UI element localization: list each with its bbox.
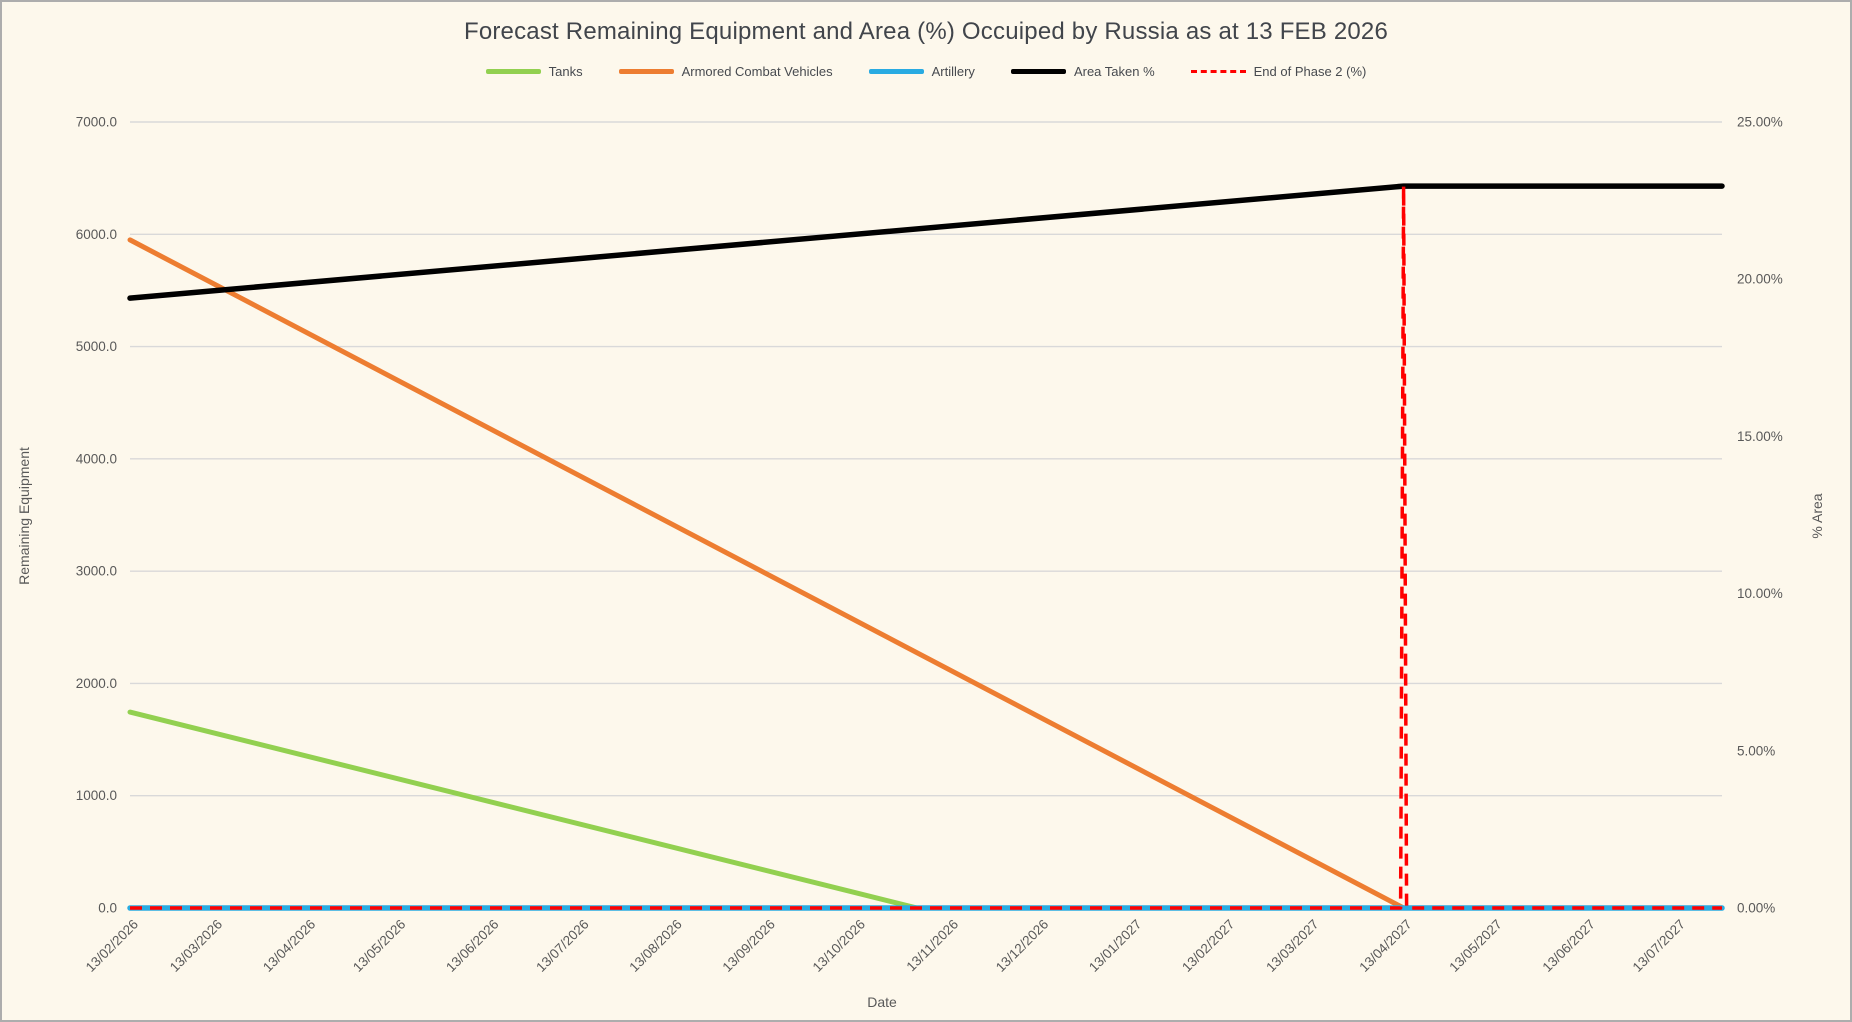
x-tick-label: 13/04/2026 xyxy=(260,917,318,975)
x-tick-label: 13/02/2027 xyxy=(1179,917,1237,975)
y-left-tick-label: 2000.0 xyxy=(76,676,117,691)
x-tick-label: 13/10/2026 xyxy=(810,917,868,975)
x-tick-label: 13/01/2027 xyxy=(1086,917,1144,975)
y-right-tick-label: 0.00% xyxy=(1737,901,1775,916)
x-tick-label: 13/08/2026 xyxy=(626,917,684,975)
x-tick-label: 13/06/2027 xyxy=(1540,917,1598,975)
y-left-tick-label: 6000.0 xyxy=(76,227,117,242)
y-right-tick-label: 25.00% xyxy=(1737,115,1783,130)
armored-combat-vehicles-line-swatch-icon xyxy=(618,69,674,74)
x-tick-label: 13/07/2027 xyxy=(1630,917,1688,975)
legend-label: Area Taken % xyxy=(1073,64,1155,79)
x-tick-label: 13/04/2027 xyxy=(1356,917,1414,975)
x-tick-label: 13/11/2026 xyxy=(903,917,961,975)
x-tick-label: 13/09/2026 xyxy=(720,917,778,975)
tanks-line-swatch-icon xyxy=(485,69,541,74)
tanks-line xyxy=(127,709,1725,911)
y-left-tick-label: 5000.0 xyxy=(76,339,117,354)
armored-combat-vehicles-line xyxy=(127,237,1725,911)
y-right-tick-label: 10.00% xyxy=(1737,586,1783,601)
end-of-phase-2-dashed-line-swatch-icon xyxy=(1190,70,1246,73)
x-axis-title: Date xyxy=(867,994,897,1010)
x-tick-label: 13/03/2026 xyxy=(167,917,225,975)
legend-label: End of Phase 2 (%) xyxy=(1253,64,1367,79)
legend-item-area-taken[interactable]: Area Taken % xyxy=(1010,64,1155,79)
x-tick-label: 13/07/2026 xyxy=(533,917,591,975)
y-left-tick-label: 3000.0 xyxy=(76,564,117,579)
y-left-tick-label: 7000.0 xyxy=(76,115,117,130)
area-taken-line-swatch-icon xyxy=(1010,69,1066,74)
legend-label: Armored Combat Vehicles xyxy=(681,64,833,79)
y-left-tick-label: 1000.0 xyxy=(76,788,117,803)
legend-item-armored-combat-vehicles[interactable]: Armored Combat Vehicles xyxy=(618,64,833,79)
y-left-tick-label: 4000.0 xyxy=(76,451,117,466)
y-axis-right-title: % Area xyxy=(1809,493,1825,539)
legend-item-tanks[interactable]: Tanks xyxy=(485,64,583,79)
legend-item-artillery[interactable]: Artillery xyxy=(868,64,975,79)
legend-item-end-of-phase-2[interactable]: End of Phase 2 (%) xyxy=(1190,64,1367,79)
x-tick-label: 13/06/2026 xyxy=(443,917,501,975)
area-taken-line xyxy=(127,183,1725,301)
y-right-tick-label: 20.00% xyxy=(1737,272,1783,287)
end-of-phase-2-line xyxy=(130,184,1722,910)
x-tick-label: 13/02/2026 xyxy=(83,917,141,975)
chart-title: Forecast Remaining Equipment and Area (%… xyxy=(463,18,1389,45)
y-right-tick-label: 5.00% xyxy=(1737,743,1775,758)
legend-label: Tanks xyxy=(548,64,583,79)
x-tick-label: 13/05/2026 xyxy=(350,917,408,975)
x-tick-label: 13/05/2027 xyxy=(1446,917,1504,975)
legend-label: Artillery xyxy=(931,64,975,79)
y-right-tick-label: 15.00% xyxy=(1737,429,1783,444)
x-tick-label: 13/03/2027 xyxy=(1263,917,1321,975)
legend: Tanks Armored Combat Vehicles Artillery … xyxy=(2,64,1850,79)
y-left-tick-label: 0.0 xyxy=(98,901,117,916)
artillery-line-swatch-icon xyxy=(868,69,924,74)
y-axis-left-title: Remaining Equipment xyxy=(16,447,32,585)
x-tick-label: 13/12/2026 xyxy=(993,917,1051,975)
